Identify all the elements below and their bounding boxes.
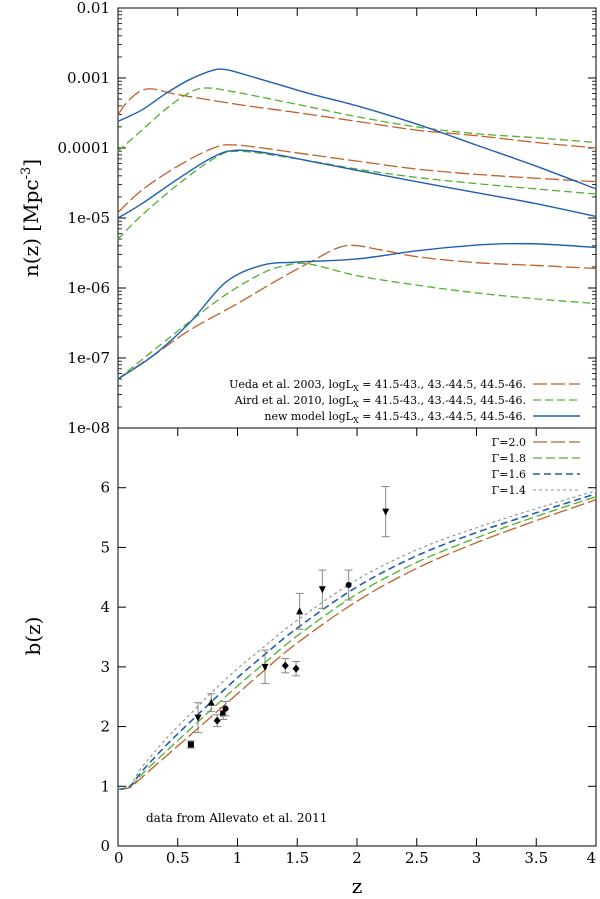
density-legend-label-sub: X xyxy=(353,400,359,409)
density-series-line xyxy=(117,144,597,213)
density-legend-label: Aird et al. 2010, logLX = 41.5-43., 43.-… xyxy=(234,394,526,409)
bias-y-axis-label: b(z) xyxy=(21,617,45,656)
density-legend-label-main: Aird et al. 2010, logL xyxy=(234,394,354,407)
density-series-line xyxy=(117,149,597,219)
data-point xyxy=(222,705,229,712)
x-tick-label: 1 xyxy=(233,849,243,867)
x-tick-label: 3 xyxy=(472,849,482,867)
density-series-line xyxy=(117,244,597,380)
density-y-axis-label-end: ] xyxy=(19,159,43,167)
density-legend-label-suffix: = 41.5-43., 43.-44.5, 44.5-46. xyxy=(359,410,526,423)
data-point xyxy=(187,741,194,748)
bias-series-line xyxy=(117,490,597,790)
density-panel: 0.01 0.001 0.0001 1e-05 1e-06 1e-07 1e-08 Ueda … xyxy=(58,0,597,437)
bias-y-tick-label: 5 xyxy=(100,538,110,556)
bias-legend-label: Γ=1.6 xyxy=(492,468,526,481)
density-legend-label-main: new model logL xyxy=(264,410,353,423)
data-point xyxy=(261,663,269,671)
density-series-line xyxy=(117,262,597,380)
data-point xyxy=(318,586,326,594)
x-tick-label: 2 xyxy=(352,849,362,867)
density-series-line xyxy=(117,150,597,240)
bias-legend-label: Γ=2.0 xyxy=(492,436,526,449)
density-y-axis-label: n(z) [Mpc-3] xyxy=(19,159,43,277)
density-legend-label-suffix: = 41.5-43., 43.-44.5, 44.5-46. xyxy=(359,378,526,391)
density-y-axis-label-main: n(z) [Mpc xyxy=(19,179,43,277)
density-y-tick-label: 0.01 xyxy=(77,0,110,17)
bias-y-tick-label: 1 xyxy=(100,777,110,795)
bias-series-line xyxy=(117,499,597,790)
data-source-annotation: data from Allevato et al. 2011 xyxy=(146,811,327,825)
density-series-line xyxy=(117,68,597,190)
bias-legend-label: Γ=1.4 xyxy=(492,484,526,497)
data-point xyxy=(296,607,304,615)
density-plot-frame xyxy=(117,7,597,429)
density-y-tick-label: 1e-08 xyxy=(67,419,110,437)
density-legend-label: new model logLX = 41.5-43., 43.-44.5, 44… xyxy=(264,410,526,425)
density-legend-label-suffix: = 41.5-43., 43.-44.5, 44.5-46. xyxy=(359,394,526,407)
density-y-tick-label: 1e-05 xyxy=(67,209,110,227)
x-tick-label: 1.5 xyxy=(285,849,309,867)
bias-series-line xyxy=(117,496,597,790)
data-point xyxy=(194,714,202,722)
bias-y-tick-label: 4 xyxy=(100,598,110,616)
density-y-tick-label: 1e-06 xyxy=(67,279,110,297)
x-axis-label: z xyxy=(352,874,363,898)
density-y-tick-label: 0.0001 xyxy=(58,139,111,157)
x-tick-label: 4 xyxy=(586,849,596,867)
bias-y-tick-label: 6 xyxy=(100,479,110,497)
bias-y-tick-label: 2 xyxy=(100,718,110,736)
bias-panel: 0 1 2 3 4 5 6 0 0.5 1 1.5 2 2.5 3 3.5 4 Γ=2.0 Γ=1.8 Γ=1.6 Γ… xyxy=(100,427,597,867)
data-point xyxy=(213,716,221,725)
density-y-tick-label: 1e-07 xyxy=(67,349,110,367)
density-legend-label: Ueda et al. 2003, logLX = 41.5-43., 43.-… xyxy=(229,378,526,393)
data-point xyxy=(345,582,352,589)
bias-legend-label: Γ=1.8 xyxy=(492,452,526,465)
density-legend-label-main: Ueda et al. 2003, logL xyxy=(229,378,354,391)
data-point xyxy=(382,508,390,516)
x-tick-label: 3.5 xyxy=(524,849,548,867)
data-point xyxy=(207,698,215,706)
density-legend-label-sub: X xyxy=(353,384,359,393)
density-legend-label-sub: X xyxy=(353,416,359,425)
bias-y-tick-label: 3 xyxy=(100,658,110,676)
x-tick-label: 0.5 xyxy=(166,849,190,867)
bias-y-tick-label: 0 xyxy=(100,837,110,855)
data-point xyxy=(292,664,300,673)
density-series-line xyxy=(117,88,597,149)
x-tick-label: 0 xyxy=(114,849,124,867)
data-point xyxy=(281,661,289,670)
density-y-tick-label: 0.001 xyxy=(67,69,110,87)
density-y-axis-label-sup: -3 xyxy=(19,167,34,180)
data-point xyxy=(220,710,227,717)
density-series-line xyxy=(117,87,597,152)
density-series-line xyxy=(117,242,597,380)
x-tick-label: 2.5 xyxy=(405,849,429,867)
bias-series-line xyxy=(117,492,597,791)
